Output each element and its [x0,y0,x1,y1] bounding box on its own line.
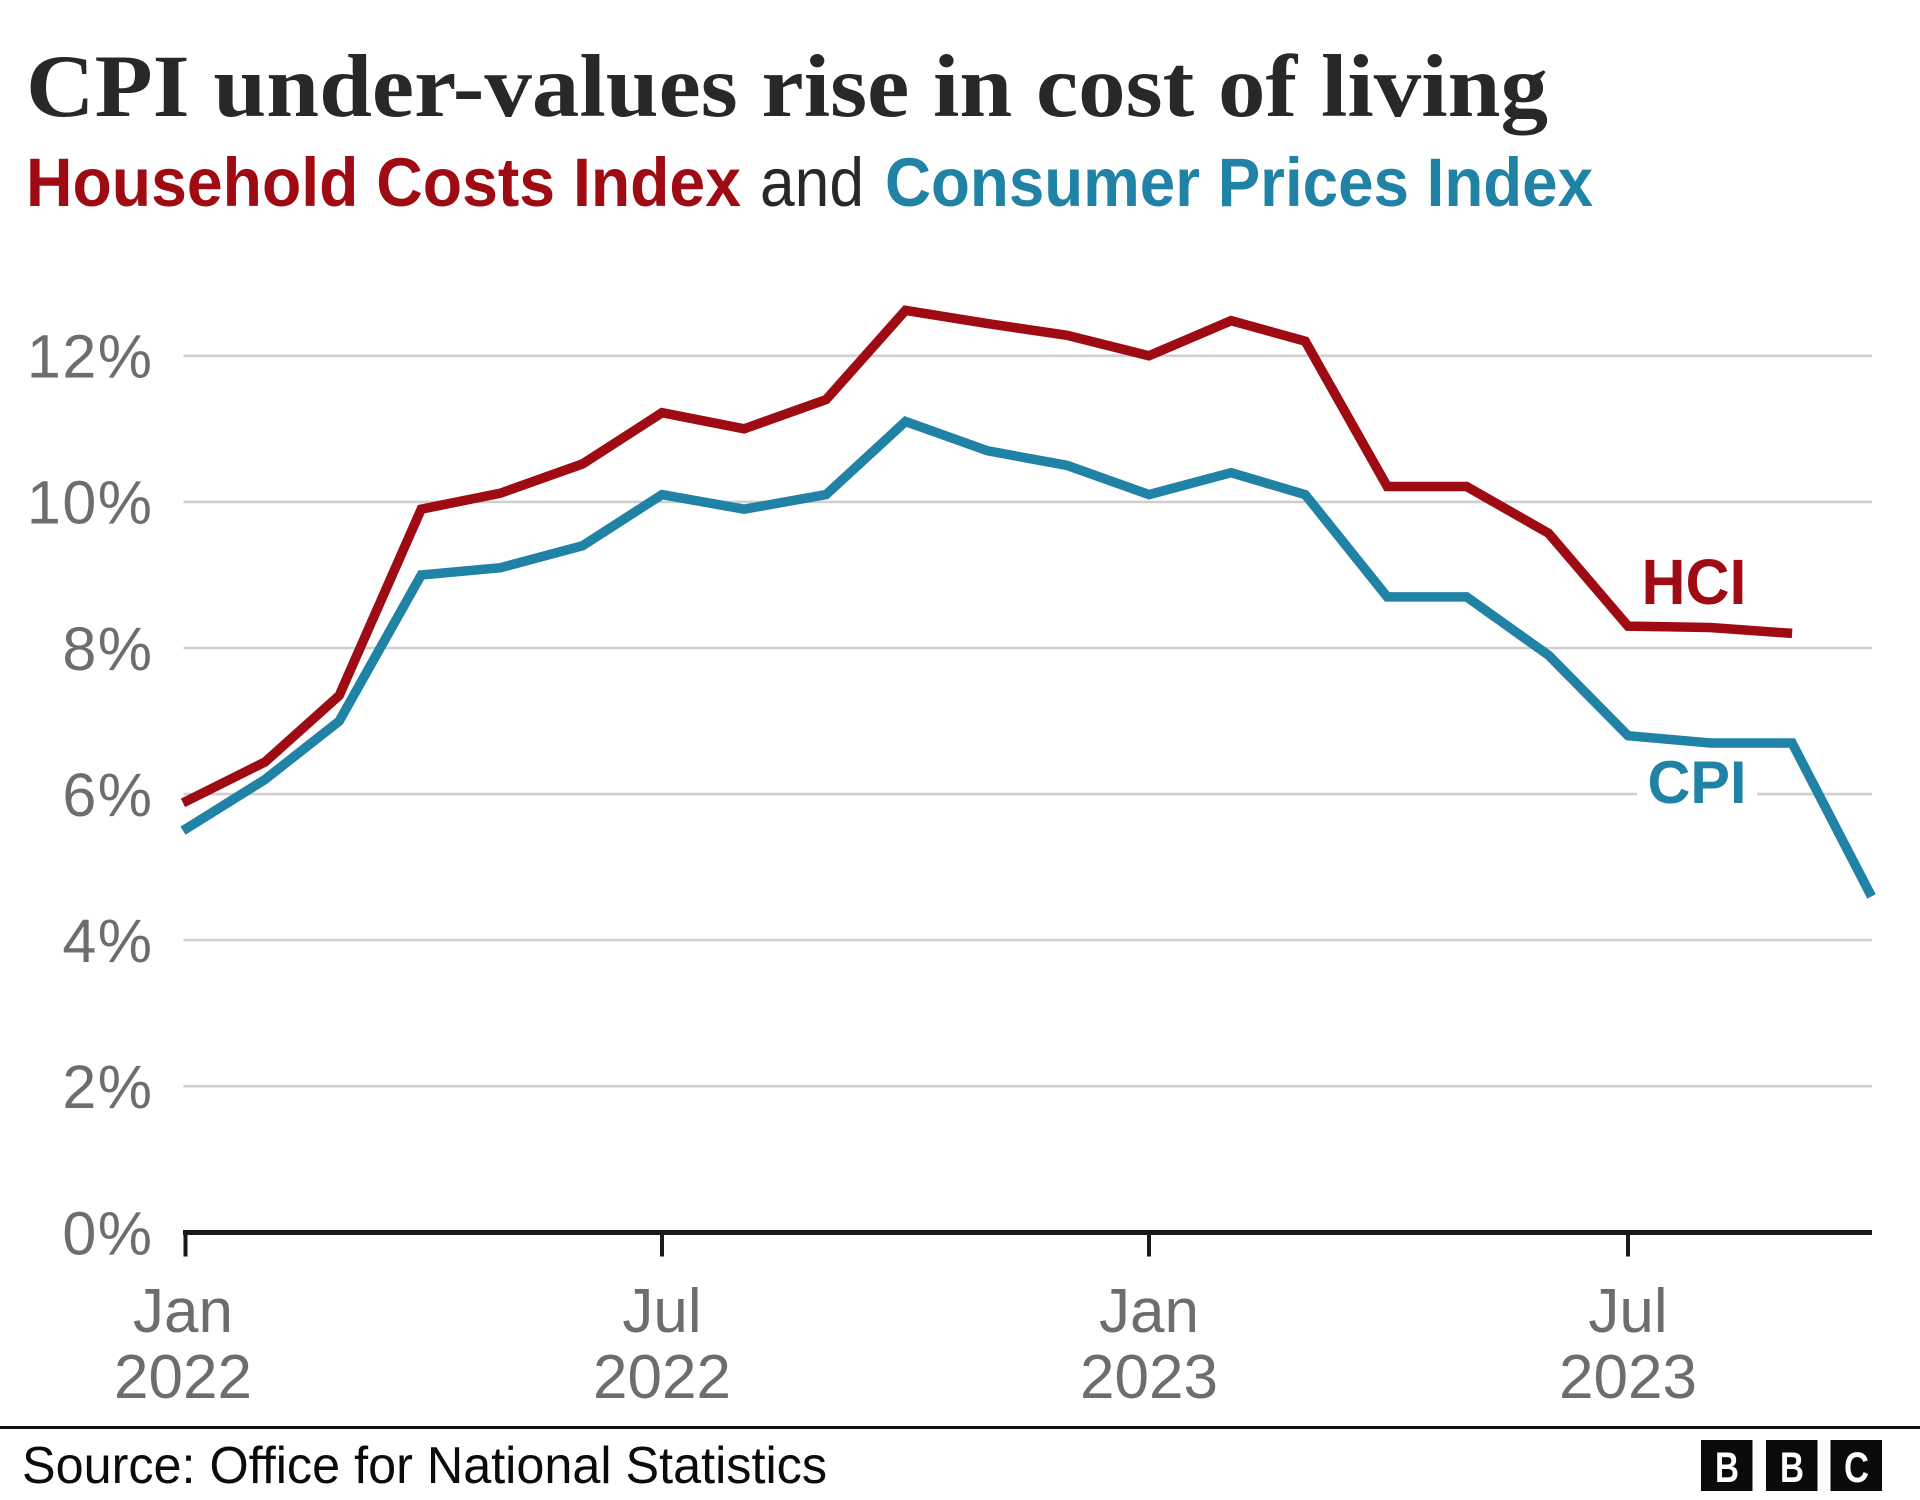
svg-text:Household Costs Index: Household Costs Index [26,144,741,221]
svg-text:Source: Office for National St: Source: Office for National Statistics [22,1437,827,1495]
svg-text:HCI: HCI [1642,546,1747,618]
svg-text:CPI under-values rise in cost: CPI under-values rise in cost of living [26,38,1548,136]
svg-text:8%: 8% [62,615,153,683]
svg-text:2023: 2023 [1559,1343,1697,1412]
svg-text:10%: 10% [27,469,154,537]
svg-text:CPI: CPI [1648,749,1747,816]
svg-text:Jul: Jul [1588,1277,1667,1346]
svg-text:0%: 0% [62,1200,153,1268]
svg-text:C: C [1844,1444,1869,1492]
svg-text:12%: 12% [27,323,154,391]
svg-text:4%: 4% [62,907,153,975]
svg-text:2%: 2% [62,1053,153,1121]
svg-text:2022: 2022 [114,1343,252,1412]
svg-text:Jul: Jul [622,1277,701,1346]
svg-text:and: and [760,144,864,221]
svg-text:2022: 2022 [593,1343,731,1412]
svg-text:6%: 6% [62,761,153,829]
svg-text:Jan: Jan [133,1277,233,1346]
svg-text:B: B [1715,1444,1739,1492]
svg-text:B: B [1780,1444,1804,1492]
svg-text:Consumer Prices Index: Consumer Prices Index [885,144,1593,221]
svg-text:Jan: Jan [1099,1277,1199,1346]
svg-text:2023: 2023 [1080,1343,1218,1412]
